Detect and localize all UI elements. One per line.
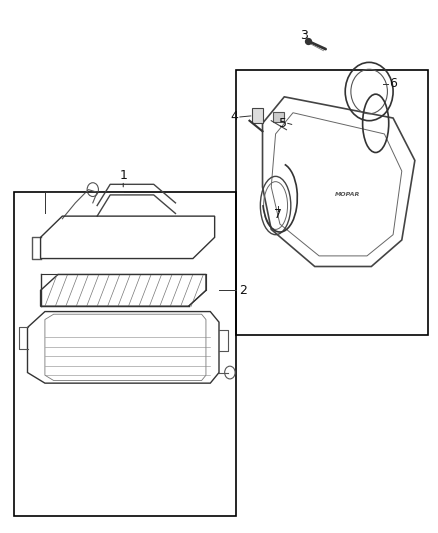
Text: 5: 5: [279, 117, 287, 130]
Point: [305, 37, 312, 45]
Bar: [237, 70, 428, 335]
Bar: [14, 192, 237, 516]
Text: 1: 1: [119, 169, 127, 182]
Bar: [273, 112, 284, 122]
Text: 3: 3: [300, 29, 308, 42]
Bar: [252, 109, 262, 123]
Text: MOPAR: MOPAR: [335, 192, 360, 197]
Text: 6: 6: [389, 77, 397, 90]
Text: 4: 4: [230, 110, 238, 124]
Text: 7: 7: [274, 208, 282, 221]
Text: 2: 2: [239, 284, 247, 297]
